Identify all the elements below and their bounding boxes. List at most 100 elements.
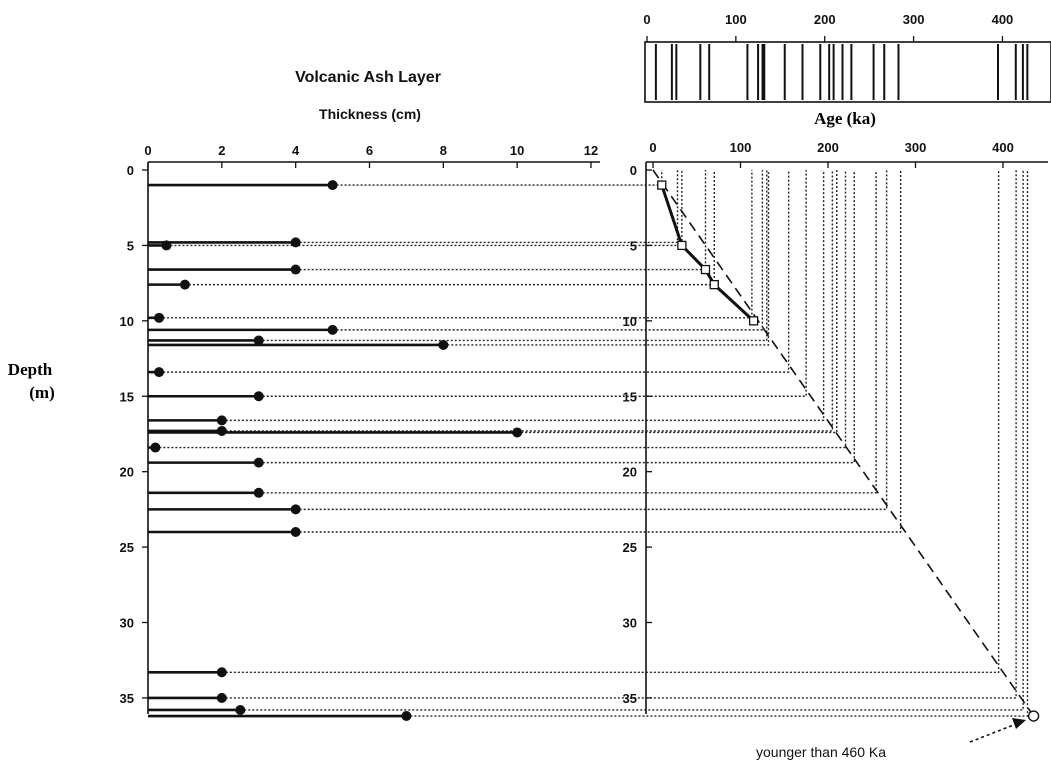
age-strip-ticks: 0 100 200 300 400: [643, 12, 1013, 42]
age-tick-label: 0: [649, 140, 656, 155]
age-panel-depth-tick-label: 0: [630, 163, 637, 178]
correlation-guide: [221, 170, 1017, 699]
correlation-guide: [406, 170, 1029, 717]
thickness-tick-label: 8: [440, 143, 447, 158]
age-axis-label: Age (ka): [814, 109, 876, 128]
correlation-guide: [295, 170, 888, 511]
ash-layer-point: [401, 711, 412, 722]
ash-layer-point: [438, 339, 449, 350]
dated-age-point: [748, 316, 759, 326]
depth-axis-unit: (m): [29, 383, 54, 402]
chart-title: Volcanic Ash Layer: [295, 69, 441, 86]
correlation-guide: [332, 170, 764, 331]
age-panel: 0 100 200 300 400 0 5 10 15 20 25 30 35: [623, 140, 1048, 722]
strip-tick-label: 200: [814, 12, 836, 27]
age-limit-note-arrowhead: [1012, 718, 1026, 729]
thickness-tick-label: 0: [144, 143, 151, 158]
ash-layer-point: [253, 487, 264, 498]
ash-layer-point: [512, 427, 523, 438]
depth-tick-label: 0: [127, 163, 134, 178]
dated-age-point: [677, 240, 687, 251]
depth-tick-label: 30: [120, 616, 134, 631]
thickness-tick-label: 6: [366, 143, 373, 158]
depth-axis-label: Depth: [8, 360, 53, 379]
age-panel-depth-tick-label: 35: [623, 691, 637, 706]
ash-layer-point: [327, 324, 338, 335]
ash-layer-bars: [148, 180, 523, 722]
ash-layer-point: [290, 504, 301, 515]
strip-tick-label: 0: [643, 12, 650, 27]
top-strip: 0 100 200 300 400: [643, 12, 1051, 103]
age-tick-label: 200: [817, 140, 839, 155]
age-axis-ticks: 0 100 200 300 400: [649, 140, 1014, 168]
depth-tick-label: 10: [120, 314, 134, 329]
thickness-axis-ticks: 0 2 4 6 8 10 12: [144, 143, 598, 168]
thickness-tick-label: 10: [510, 143, 524, 158]
correlation-guide: [258, 170, 807, 397]
age-limit-note-arrow: [969, 723, 1017, 743]
age-tick-label: 100: [730, 140, 752, 155]
ash-layer-point: [216, 667, 227, 678]
age-panel-depth-tick-label: 30: [623, 616, 637, 631]
ash-layer-point: [154, 367, 165, 378]
depth-tick-label: 25: [120, 540, 134, 555]
dated-age-point: [700, 264, 711, 275]
ash-layer-point: [290, 264, 301, 275]
ash-layer-point: [161, 240, 172, 251]
correlation-guide: [258, 170, 855, 464]
correlation-guide: [240, 170, 1024, 711]
correlation-guide: [221, 170, 1000, 673]
depth-axis-ticks-right: 0 5 10 15 20 25 30 35: [623, 163, 652, 706]
ash-layer-point: [154, 312, 165, 323]
depth-tick-label: 15: [120, 389, 134, 404]
correlation-guide: [332, 170, 663, 186]
correlation-guide: [258, 170, 877, 494]
strip-tick-label: 400: [992, 12, 1014, 27]
depth-tick-label: 35: [120, 691, 134, 706]
age-depth-trend-line: [652, 169, 1035, 717]
thickness-tick-label: 4: [292, 143, 300, 158]
ash-layer-point: [253, 391, 264, 402]
correlation-guide: [166, 170, 683, 247]
dated-age-point: [709, 279, 719, 290]
age-panel-depth-tick-label: 15: [623, 389, 637, 404]
age-tick-label: 400: [992, 140, 1014, 155]
age-panel-depth-tick-label: 20: [623, 465, 637, 480]
ash-layer-point: [150, 442, 161, 453]
thickness-panel: 0 2 4 6 8 10 12 0 5 10 15 20 25 30 35: [120, 143, 600, 722]
correlation-guide: [295, 170, 902, 533]
correlation-guide: [443, 170, 770, 346]
dated-age-line: [660, 184, 755, 322]
age-limit-note: younger than 460 Ka: [756, 718, 1026, 760]
ash-layer-point: [235, 704, 246, 715]
correlation-guides: [155, 170, 1029, 717]
age-limit-marker: [1027, 710, 1040, 722]
ash-layer-point: [253, 335, 264, 346]
age-strip-frame: [644, 41, 1051, 103]
thickness-tick-label: 2: [218, 143, 225, 158]
strip-tick-label: 300: [903, 12, 925, 27]
ash-layer-point: [216, 692, 227, 703]
correlation-guide: [221, 170, 834, 432]
age-panel-depth-tick-label: 10: [623, 314, 637, 329]
age-limit-note-text: younger than 460 Ka: [756, 744, 886, 760]
depth-tick-label: 20: [120, 465, 134, 480]
depth-axis-ticks-left: 0 5 10 15 20 25 30 35: [120, 163, 148, 706]
age-tick-label: 300: [905, 140, 927, 155]
correlation-guide: [159, 170, 790, 373]
correlation-guide: [221, 170, 825, 422]
ash-layer-point: [179, 279, 190, 290]
ash-layer-point: [327, 180, 338, 191]
strip-tick-label: 100: [725, 12, 747, 27]
correlation-guide: [184, 170, 715, 286]
ash-layer-point: [216, 415, 227, 426]
ash-layer-point: [216, 425, 227, 436]
dated-age-point: [657, 180, 667, 190]
ash-layer-point: [290, 237, 301, 248]
thickness-axis-label: Thickness (cm): [319, 106, 421, 122]
age-panel-depth-tick-label: 5: [630, 238, 637, 253]
dated-age-points: [657, 180, 759, 326]
age-panel-depth-tick-label: 25: [623, 540, 637, 555]
correlation-guide: [295, 170, 679, 244]
